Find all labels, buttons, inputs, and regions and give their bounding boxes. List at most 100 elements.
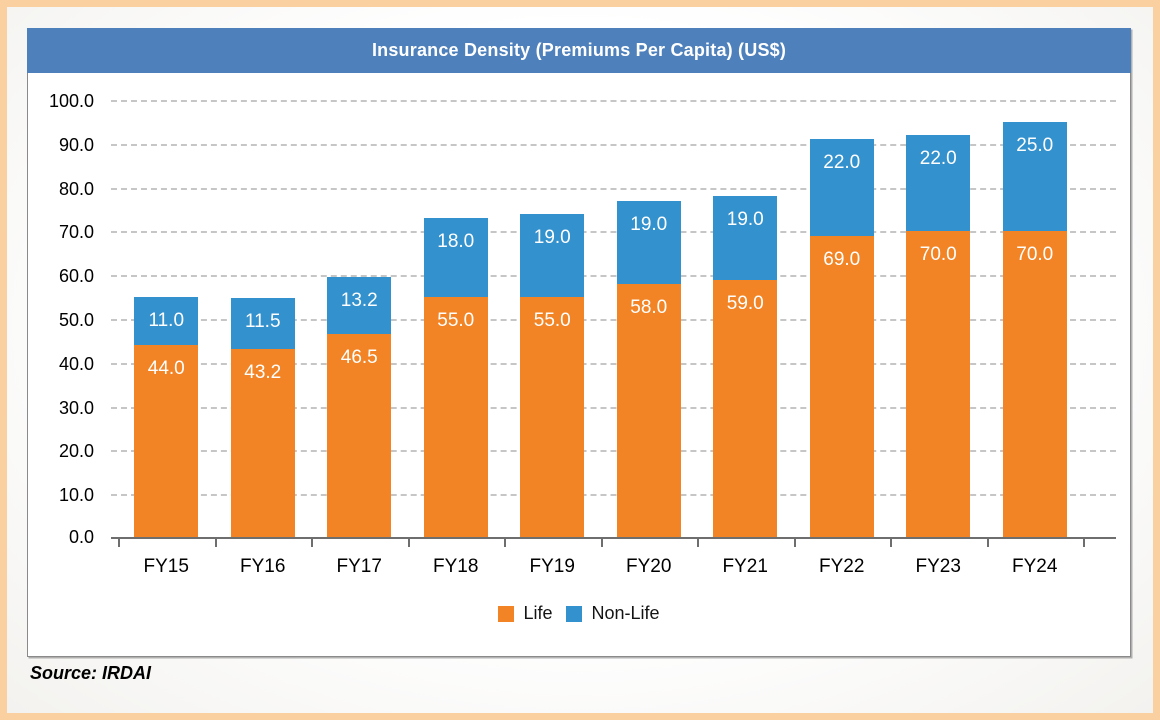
x-axis-tick (311, 538, 313, 547)
bar-segment-non-life: 25.0 (1002, 121, 1067, 232)
x-axis-tick (1083, 538, 1085, 547)
legend: Life Non-Life (28, 603, 1130, 624)
x-axis-tick (504, 538, 506, 547)
y-gridline: 30.0 (59, 398, 1116, 418)
legend-swatch-life (498, 605, 515, 622)
x-axis-tick (407, 538, 410, 547)
x-axis-labels: FY15 FY16 FY17 FY18 FY19 FY20 FY21 FY22 FY23 FY24 (118, 556, 1083, 580)
bar-value-label: 22.0 (919, 148, 957, 170)
bar-value-label: 44.0 (147, 358, 185, 380)
y-tick-label: 90.0 (58, 134, 94, 155)
bar-segment-non-life: 19.0 (713, 196, 778, 280)
y-tick-label: 30.0 (58, 397, 94, 418)
bar-segment-life: 43.2 (230, 348, 295, 538)
x-category-label: FY18 (433, 556, 479, 577)
y-gridline: 70.0 (59, 222, 1116, 242)
stacked-bar-fy23: 22.0 70.0 (906, 135, 971, 538)
stacked-bar-fy20: 19.0 58.0 (616, 200, 681, 538)
y-tick-label: 0.0 (68, 527, 94, 547)
bar-segment-life: 55.0 (520, 297, 585, 538)
chart-title: Insurance Density (Premiums Per Capita) … (27, 28, 1131, 73)
stacked-bar-fy22: 22.0 69.0 (809, 139, 874, 538)
x-axis-tick (793, 538, 796, 547)
bar-segment-non-life: 18.0 (423, 218, 488, 298)
y-tick-label: 40.0 (58, 353, 94, 374)
y-tick-label: 80.0 (58, 178, 94, 199)
y-gridline: 90.0 (59, 135, 1116, 155)
bars-layer: 11.0 44.0 11.5 43.2 13.2 46.5 18.0 55.0 19.0 55.0… (118, 100, 1083, 538)
x-axis-line (111, 537, 1116, 539)
bar-value-label: 55.0 (533, 310, 571, 332)
legend-label: Life (523, 603, 553, 623)
bar-value-label: 13.2 (340, 289, 378, 311)
y-gridline: 60.0 (59, 266, 1116, 286)
bar-value-label: 43.2 (244, 361, 282, 383)
y-tick-label: 10.0 (58, 485, 94, 506)
bar-segment-non-life: 22.0 (809, 139, 874, 236)
stacked-bar-fy17: 13.2 46.5 (327, 276, 392, 538)
stacked-bar-fy21: 19.0 59.0 (713, 196, 778, 538)
bar-value-label: 25.0 (1016, 134, 1054, 156)
bar-value-label: 46.5 (340, 347, 378, 369)
source-note: Source: IRDAI (30, 663, 152, 683)
legend-label: Non-Life (591, 603, 660, 623)
bar-value-label: 58.0 (630, 296, 668, 318)
y-tick-label: 100.0 (48, 91, 94, 111)
x-axis-tick (214, 538, 217, 547)
bar-segment-life: 59.0 (713, 279, 778, 538)
stacked-bar-fy16: 11.5 43.2 (230, 298, 295, 538)
x-axis-tick (986, 538, 989, 547)
x-axis-tick (890, 538, 892, 547)
stacked-bar-fy24: 25.0 70.0 (1002, 121, 1067, 538)
bar-segment-non-life: 19.0 (616, 200, 681, 284)
x-category-label: FY23 (915, 556, 961, 577)
x-axis-tick (697, 538, 699, 547)
bar-value-label: 19.0 (726, 209, 764, 231)
y-tick-label: 70.0 (58, 222, 94, 243)
bar-segment-life: 55.0 (423, 297, 488, 538)
y-gridline: 40.0 (59, 354, 1116, 374)
bar-segment-non-life: 13.2 (327, 276, 392, 335)
bar-segment-non-life: 19.0 (520, 213, 585, 298)
x-category-label: FY19 (529, 556, 575, 577)
bar-value-label: 55.0 (437, 310, 475, 332)
x-category-label: FY16 (240, 556, 286, 577)
bar-segment-non-life: 22.0 (906, 135, 971, 232)
legend-item-life: Life (498, 603, 552, 624)
bar-value-label: 59.0 (726, 292, 764, 314)
bar-segment-life: 44.0 (134, 345, 199, 538)
bar-segment-non-life: 11.0 (134, 297, 199, 346)
bar-value-label: 11.0 (148, 310, 185, 332)
y-tick-label: 20.0 (58, 441, 94, 462)
y-gridline: 50.0 (59, 310, 1116, 330)
bar-segment-life: 70.0 (1002, 231, 1067, 538)
x-category-label: FY22 (819, 556, 865, 577)
bar-value-label: 70.0 (919, 244, 957, 266)
bar-value-label: 22.0 (823, 152, 861, 174)
x-category-label: FY24 (1012, 556, 1058, 577)
bar-segment-life: 58.0 (616, 283, 681, 538)
x-category-label: FY15 (143, 556, 189, 577)
stacked-bar-fy15: 11.0 44.0 (134, 297, 199, 538)
bar-value-label: 11.5 (244, 311, 281, 333)
legend-item-non-life: Non-Life (566, 603, 660, 624)
x-axis-tick (600, 538, 603, 547)
x-category-label: FY17 (336, 556, 382, 577)
plot-area: 100.0 90.0 80.0 70.0 60.0 50.0 40.0 30.0 20.0 10.… (28, 73, 1130, 657)
stacked-bar-fy19: 19.0 55.0 (520, 213, 585, 538)
bar-value-label: 18.0 (437, 231, 475, 253)
y-gridline: 10.0 (59, 485, 1116, 505)
bar-segment-life: 69.0 (809, 235, 874, 538)
stacked-bar-fy18: 18.0 55.0 (423, 218, 488, 538)
bar-value-label: 70.0 (1016, 244, 1054, 266)
chart-card: Insurance Density (Premiums Per Capita) … (27, 28, 1131, 657)
x-category-label: FY21 (722, 556, 768, 577)
y-gridline: 80.0 (59, 179, 1116, 199)
y-tick-label: 60.0 (58, 266, 94, 287)
bar-value-label: 69.0 (823, 248, 861, 270)
y-gridline: 20.0 (59, 441, 1116, 461)
bar-segment-non-life: 11.5 (230, 298, 295, 349)
y-tick-label: 50.0 (58, 310, 94, 330)
bar-segment-life: 70.0 (906, 231, 971, 538)
